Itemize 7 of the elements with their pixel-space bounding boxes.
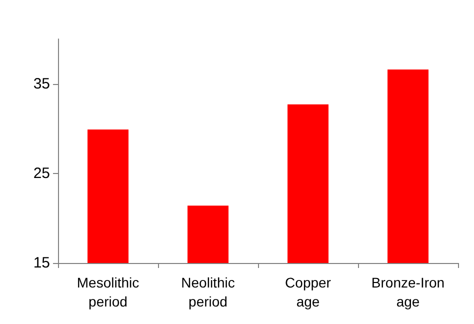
x-tick-label: Copper age [285,274,332,310]
y-tick-label: 25 [33,164,50,182]
x-tick-label: Bronze-Iron age [371,274,445,310]
y-tick-label: 15 [33,254,50,272]
y-tick-label: 35 [33,75,50,92]
x-tick-label: Mesolithic period [76,274,140,310]
x-tick-label: Neolithic period [181,274,235,310]
